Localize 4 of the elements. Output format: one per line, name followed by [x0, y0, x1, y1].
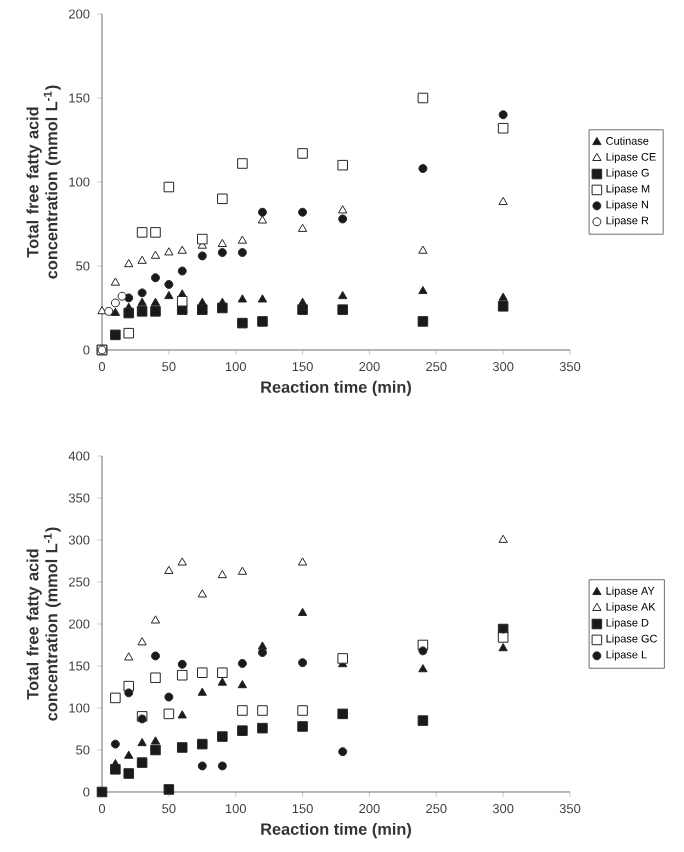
y-axis-title: Total free fatty acid concentration (mmol L$^{-1}$) [26, 527, 61, 721]
x-axis-title: Reaction time (min) [261, 822, 411, 839]
y-axis-title: Total free fatty acid concentration (mmol L$^{-1}$) [26, 85, 61, 279]
x-axis-title: Reaction time (min) [261, 380, 411, 397]
